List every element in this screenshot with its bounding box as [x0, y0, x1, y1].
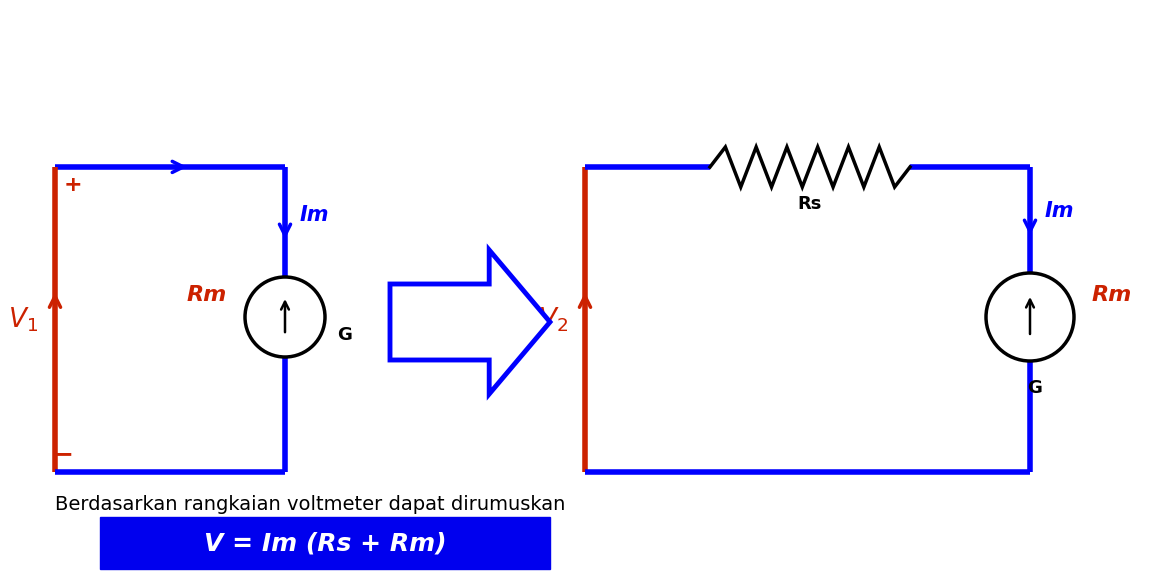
Text: Berdasarkan rangkaian voltmeter dapat dirumuskan: Berdasarkan rangkaian voltmeter dapat di…	[55, 496, 566, 515]
Text: G: G	[1028, 379, 1042, 397]
Text: +: +	[63, 175, 83, 195]
Text: −: −	[53, 442, 74, 466]
Text: Rs: Rs	[798, 195, 822, 213]
Text: $V_1$: $V_1$	[8, 305, 38, 334]
Text: Rm: Rm	[1092, 285, 1133, 305]
Text: Rm: Rm	[186, 285, 227, 305]
FancyBboxPatch shape	[100, 517, 550, 569]
Text: G: G	[337, 326, 352, 344]
Circle shape	[986, 273, 1074, 361]
Text: $V_2$: $V_2$	[538, 305, 568, 334]
Text: Im: Im	[300, 205, 330, 225]
Text: V = Im (Rs + Rm): V = Im (Rs + Rm)	[204, 531, 446, 555]
Polygon shape	[390, 250, 550, 394]
Circle shape	[245, 277, 325, 357]
Text: Im: Im	[1045, 201, 1074, 221]
